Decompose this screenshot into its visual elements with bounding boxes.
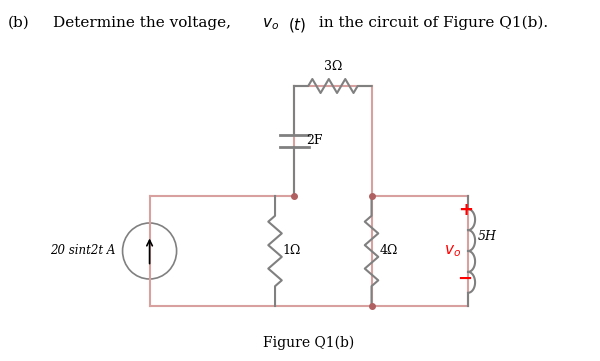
Text: (b): (b) xyxy=(8,16,29,30)
Text: +: + xyxy=(458,201,473,219)
Text: 3Ω: 3Ω xyxy=(324,60,342,73)
Text: $v_o$: $v_o$ xyxy=(444,243,461,259)
Text: Determine the voltage,: Determine the voltage, xyxy=(53,16,236,30)
Text: $(t)$: $(t)$ xyxy=(287,16,306,34)
Text: $v_o$: $v_o$ xyxy=(262,16,280,32)
Text: 4Ω: 4Ω xyxy=(379,244,398,257)
Text: 2F: 2F xyxy=(306,135,322,148)
Text: Figure Q1(b): Figure Q1(b) xyxy=(263,336,355,350)
Text: 20 sint2t A: 20 sint2t A xyxy=(50,244,116,257)
Text: −: − xyxy=(458,270,473,288)
Text: 5H: 5H xyxy=(478,230,497,243)
Text: in the circuit of Figure Q1(b).: in the circuit of Figure Q1(b). xyxy=(314,16,548,30)
Text: 1Ω: 1Ω xyxy=(283,244,301,257)
